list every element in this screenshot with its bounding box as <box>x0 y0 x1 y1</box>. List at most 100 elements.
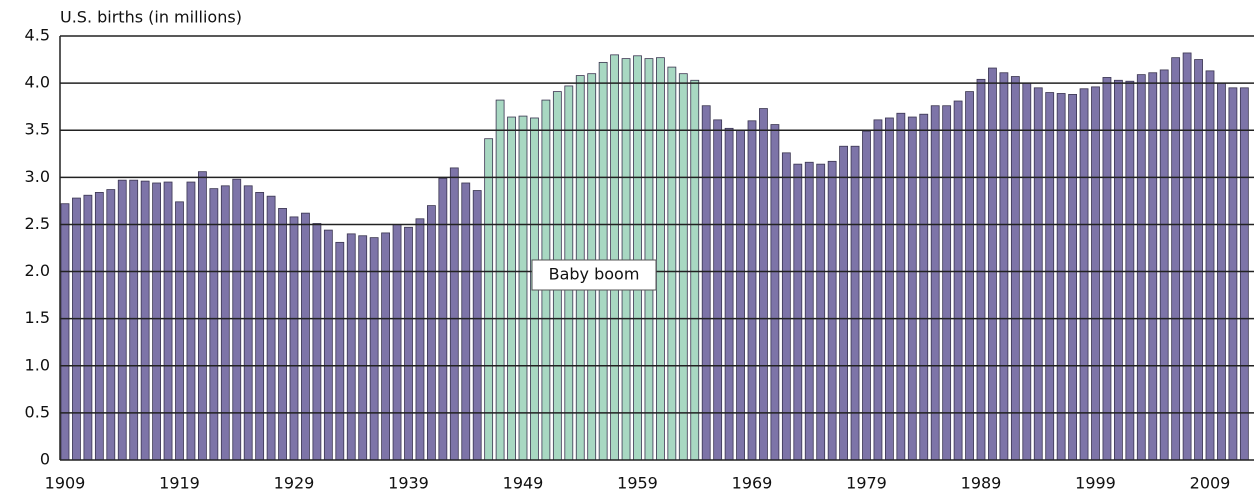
y-tick-label: 0.5 <box>25 402 50 421</box>
bar <box>106 189 116 461</box>
bar <box>827 160 837 461</box>
bar <box>907 116 917 461</box>
bar <box>633 55 642 461</box>
bar <box>1091 86 1100 461</box>
y-tick-label: 2.5 <box>25 214 50 233</box>
bar <box>117 179 127 461</box>
x-tick-label: 1959 <box>617 474 658 493</box>
bar <box>667 66 677 461</box>
bar <box>83 194 93 461</box>
bar <box>701 105 711 461</box>
bar <box>243 185 253 461</box>
bar <box>220 185 230 461</box>
bar <box>415 218 425 461</box>
y-tick-label: 4.0 <box>25 73 50 92</box>
bar <box>197 171 207 461</box>
bar <box>60 203 70 461</box>
bar <box>965 91 974 461</box>
bar <box>518 115 528 461</box>
bar <box>1239 87 1249 461</box>
bar <box>804 161 814 461</box>
bar <box>1045 92 1055 461</box>
bar <box>175 201 184 461</box>
bar <box>713 119 723 461</box>
bar <box>644 58 654 461</box>
bar <box>1159 69 1169 461</box>
annotation: Baby boom <box>549 265 640 284</box>
bar <box>1125 80 1135 461</box>
y-tick-label: 3.5 <box>25 120 50 139</box>
bar <box>484 138 494 461</box>
bar <box>1136 74 1146 461</box>
bar <box>346 233 356 461</box>
bar <box>392 224 402 461</box>
bar <box>1194 59 1203 461</box>
bar <box>209 188 219 461</box>
x-tick-label: 2009 <box>1190 474 1231 493</box>
bar <box>255 192 265 461</box>
x-tick-label: 1969 <box>732 474 773 493</box>
bar <box>507 116 516 461</box>
y-tick-label: 1.5 <box>25 308 50 327</box>
bar <box>358 235 368 461</box>
x-tick-label: 1999 <box>1075 474 1116 493</box>
bar <box>988 67 997 461</box>
bar <box>942 105 952 461</box>
bar <box>1033 87 1043 461</box>
y-tick-label: 1.0 <box>25 355 50 374</box>
y-tick-label: 0 <box>40 450 50 469</box>
x-tick-label: 1909 <box>45 474 86 493</box>
bar <box>301 212 310 461</box>
bar <box>129 179 139 461</box>
x-tick-label: 1939 <box>388 474 429 493</box>
bar <box>678 73 688 461</box>
bar <box>793 163 803 461</box>
bar <box>289 216 299 461</box>
bar <box>495 99 505 461</box>
y-tick-label: 2.0 <box>25 261 50 280</box>
x-tick-label: 1949 <box>503 474 544 493</box>
bar <box>1056 93 1066 461</box>
x-tick-label: 1919 <box>159 474 200 493</box>
bar <box>1228 87 1238 461</box>
chart-title: U.S. births (in millions) <box>60 8 242 27</box>
bar <box>896 112 906 461</box>
bar <box>1010 76 1020 461</box>
bar <box>690 79 700 461</box>
x-tick-label: 1929 <box>274 474 315 493</box>
annotation-box <box>531 259 657 291</box>
bar <box>976 78 986 461</box>
bar <box>323 229 333 461</box>
bar <box>449 167 459 461</box>
bar <box>72 197 81 461</box>
bar <box>1114 79 1123 461</box>
bar <box>656 57 665 461</box>
bar <box>1068 94 1077 461</box>
bar <box>94 192 104 461</box>
bar <box>770 124 780 461</box>
bar <box>885 117 894 461</box>
bar <box>621 58 631 461</box>
bar <box>724 127 734 461</box>
bar <box>873 119 883 461</box>
y-tick-label: 4.5 <box>25 26 50 45</box>
bar <box>1102 77 1112 461</box>
bar <box>472 190 482 461</box>
bar <box>781 152 791 461</box>
bar <box>1171 57 1181 461</box>
bar <box>312 223 322 461</box>
bar <box>759 108 768 461</box>
bar <box>747 120 757 461</box>
y-tick-label: 3.0 <box>25 167 50 186</box>
x-tick-label: 1989 <box>961 474 1002 493</box>
bar <box>816 163 826 461</box>
bar <box>862 130 871 461</box>
bar <box>232 178 242 461</box>
bar <box>1079 88 1089 461</box>
bar <box>426 205 436 461</box>
x-tick-label: 1979 <box>846 474 887 493</box>
bar <box>953 100 963 461</box>
bar <box>335 241 345 461</box>
bar <box>404 226 413 461</box>
